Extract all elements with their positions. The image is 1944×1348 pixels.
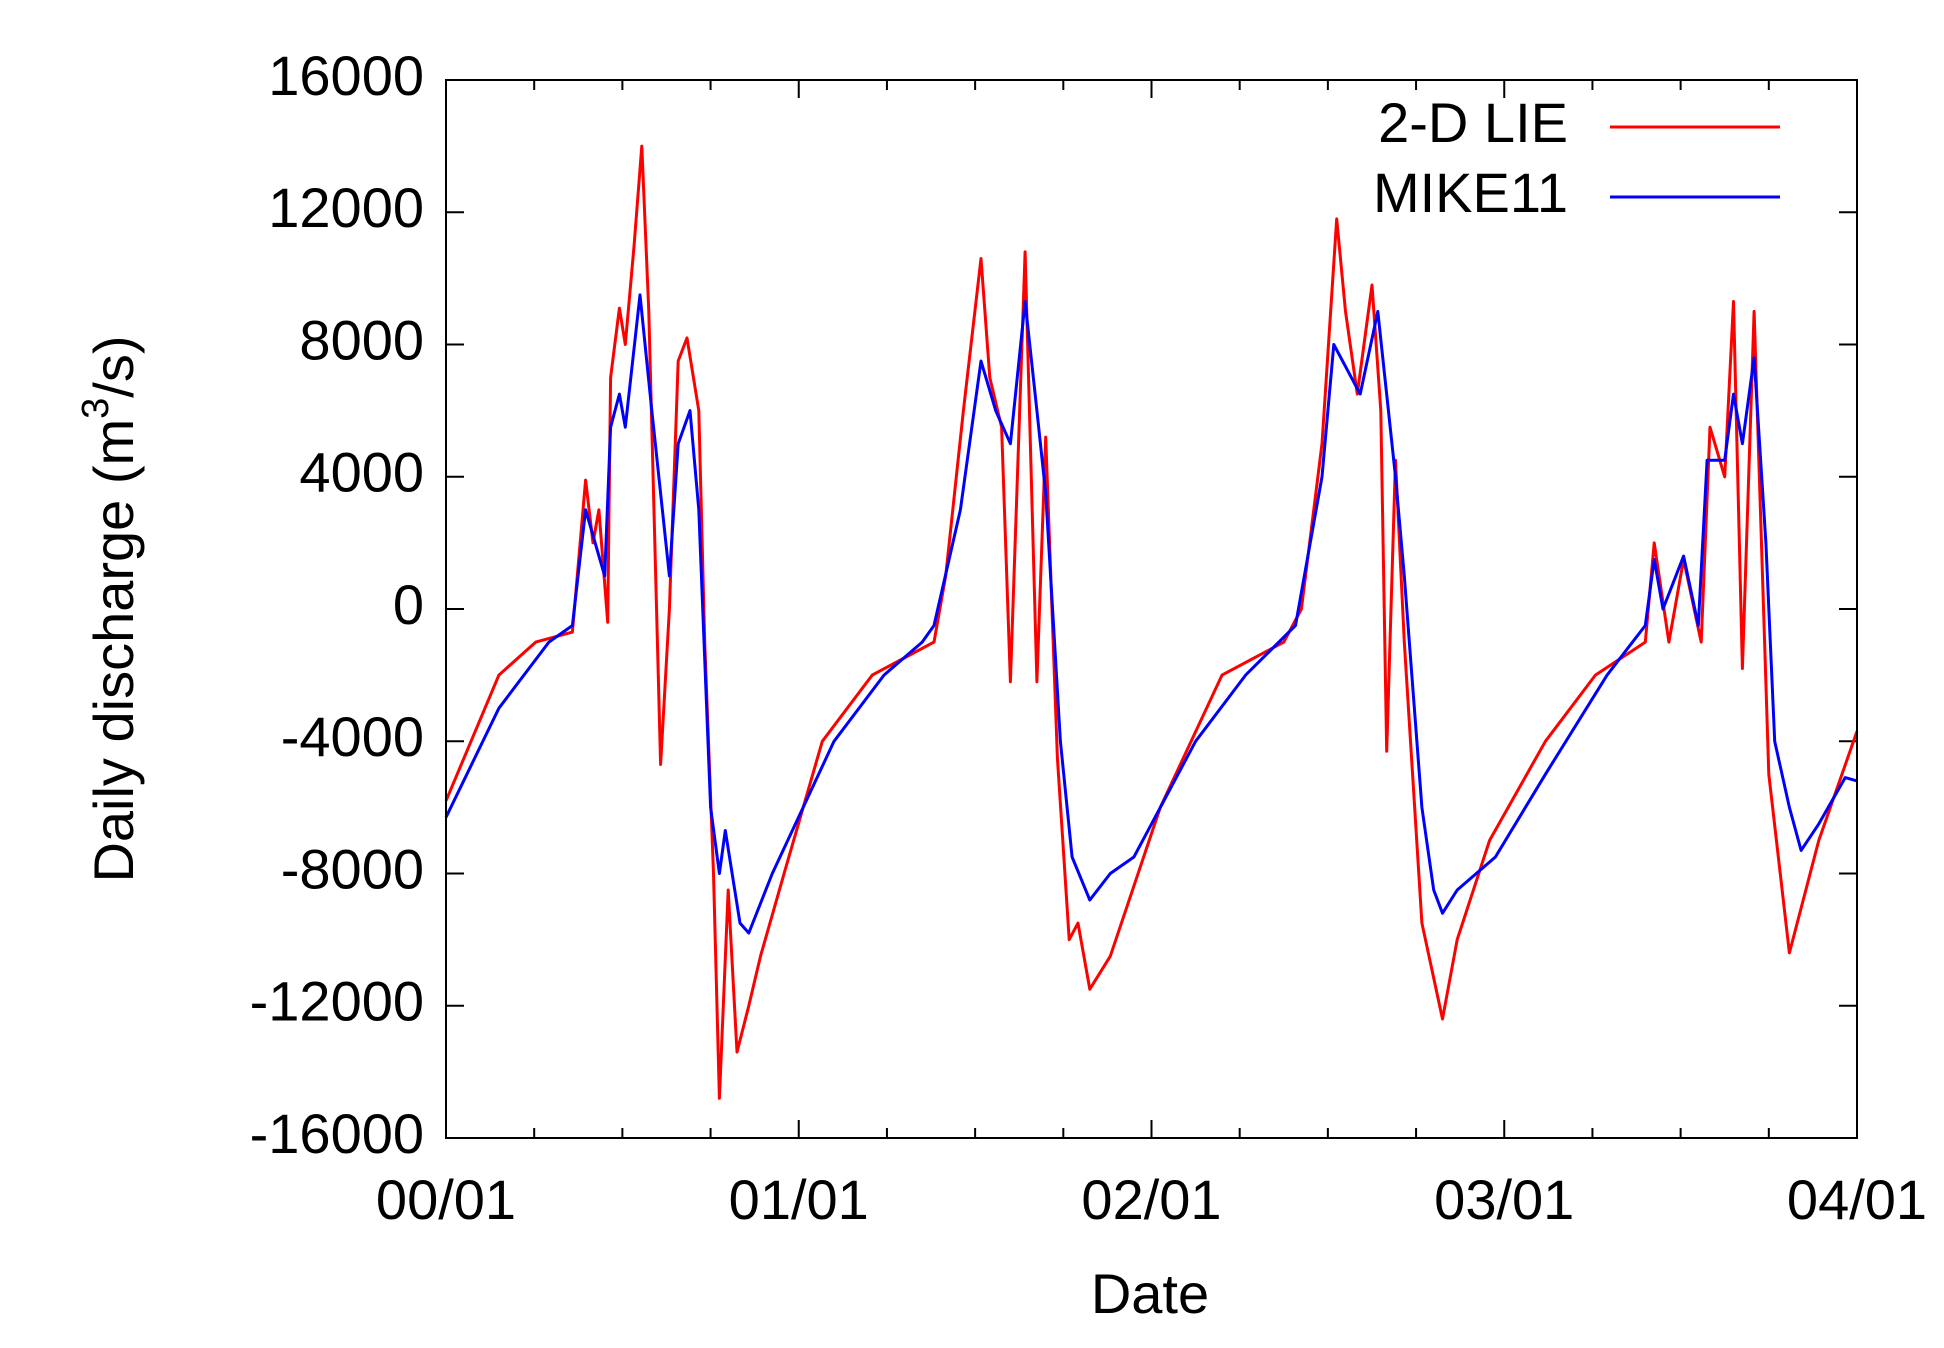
- x-tick-label: 04/01: [1787, 1168, 1927, 1231]
- y-axis-label: Daily discharge (m3/s): [75, 335, 145, 882]
- legend-label: 2-D LIE: [1378, 91, 1568, 154]
- x-tick-label: 00/01: [376, 1168, 516, 1231]
- plot-frame: [445, 79, 1858, 1139]
- series-line: [444, 293, 1858, 935]
- y-tick-label: -16000: [250, 1102, 424, 1165]
- y-tick-label: -8000: [281, 837, 424, 900]
- y-tick-label: 12000: [268, 176, 424, 239]
- y-tick-label: 4000: [299, 441, 424, 504]
- y-tick-label: -12000: [250, 970, 424, 1033]
- y-tick-label: 8000: [299, 308, 424, 371]
- y-tick-label: 0: [393, 573, 424, 636]
- x-tick-label: 01/01: [729, 1168, 869, 1231]
- x-tick-label: 02/01: [1081, 1168, 1221, 1231]
- x-axis-label: Date: [1091, 1262, 1209, 1325]
- x-tick-label: 03/01: [1434, 1168, 1574, 1231]
- legend-label: MIKE11: [1373, 161, 1568, 224]
- y-tick-label: -4000: [281, 705, 424, 768]
- y-tick-label: 16000: [268, 44, 424, 107]
